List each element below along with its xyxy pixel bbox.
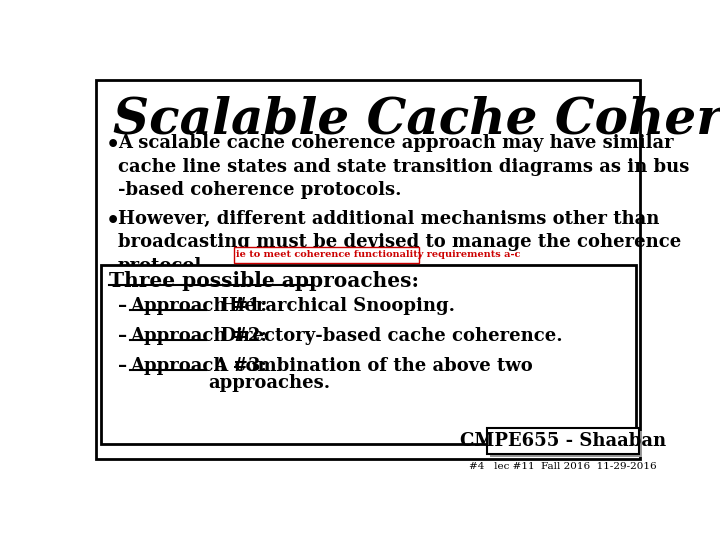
Bar (490, 430, 642, 457)
Text: Hierarchical Snooping.: Hierarchical Snooping. (208, 298, 455, 315)
Text: –: – (118, 298, 127, 315)
Text: Directory-based cache coherence.: Directory-based cache coherence. (208, 327, 562, 345)
Text: –: – (118, 357, 127, 375)
Text: Three possible approaches:: Three possible approaches: (109, 271, 418, 291)
Text: –: – (118, 327, 127, 345)
Text: Scalable Cache Coherence: Scalable Cache Coherence (113, 96, 720, 145)
Text: A scalable cache coherence approach may have similar
cache line states and state: A scalable cache coherence approach may … (118, 134, 689, 199)
Text: Approach #2:: Approach #2: (130, 327, 267, 345)
Text: ie to meet coherence functionality requirements a-c: ie to meet coherence functionality requi… (235, 251, 520, 260)
Text: •: • (106, 210, 120, 232)
Bar (234, 247, 418, 262)
Text: A combination of the above two: A combination of the above two (208, 357, 533, 375)
Text: #4   lec #11  Fall 2016  11-29-2016: #4 lec #11 Fall 2016 11-29-2016 (469, 462, 657, 471)
Text: Approach #1:: Approach #1: (130, 298, 267, 315)
Bar (487, 428, 639, 455)
Text: approaches.: approaches. (208, 374, 330, 393)
Text: Approach #3:: Approach #3: (130, 357, 267, 375)
Text: However, different additional mechanisms other than
broadcasting must be devised: However, different additional mechanisms… (118, 210, 681, 275)
Text: CMPE655 - Shaaban: CMPE655 - Shaaban (459, 433, 666, 450)
Bar (101, 265, 636, 444)
Text: •: • (106, 134, 120, 156)
